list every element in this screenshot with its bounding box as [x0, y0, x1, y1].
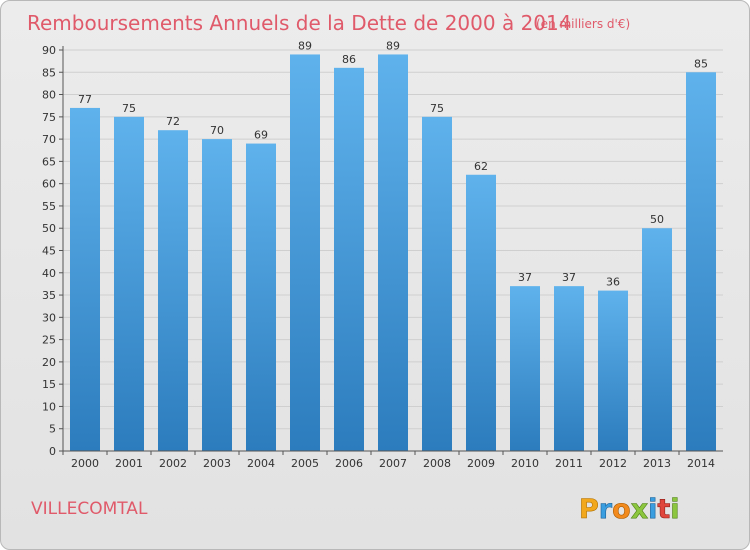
x-tick-label-2008: 2008	[423, 457, 451, 470]
bar-2001	[114, 116, 144, 451]
x-tick-label-2003: 2003	[203, 457, 231, 470]
y-tick-label: 35	[42, 289, 56, 302]
x-tick-label-2012: 2012	[599, 457, 627, 470]
x-tick-label-2011: 2011	[555, 457, 583, 470]
x-tick-label-2010: 2010	[511, 457, 539, 470]
value-label-2003: 70	[210, 124, 224, 137]
value-label-2007: 89	[386, 39, 400, 52]
value-label-2011: 37	[562, 271, 576, 284]
x-tick-label-2014: 2014	[687, 457, 715, 470]
y-tick-label: 15	[42, 378, 56, 391]
y-tick-label: 60	[42, 178, 56, 191]
value-label-2009: 62	[474, 160, 488, 173]
y-tick-label: 85	[42, 66, 56, 79]
y-tick-label: 70	[42, 133, 56, 146]
value-label-2014: 85	[694, 57, 708, 70]
bar-2004	[246, 143, 276, 452]
x-tick-label-2001: 2001	[115, 457, 143, 470]
x-tick-label-2005: 2005	[291, 457, 319, 470]
y-tick-label: 10	[42, 400, 56, 413]
y-tick-label: 20	[42, 356, 56, 369]
bar-2007	[378, 54, 408, 451]
bar-2005	[290, 54, 320, 451]
y-tick-label: 5	[49, 423, 56, 436]
value-label-2004: 69	[254, 129, 268, 142]
bar-2002	[158, 130, 188, 451]
bar-2009	[466, 174, 496, 451]
bar-2000	[70, 107, 100, 451]
y-tick-label: 75	[42, 111, 56, 124]
commune-name: VILLECOMTAL	[31, 499, 148, 519]
bar-2014	[686, 72, 716, 452]
axes: 0 5 10 15 20 25 30 35 40 45 50 55 60 65 70 75 80 85 90 2000…	[42, 44, 723, 470]
bar-2013	[642, 228, 672, 451]
y-tick-label: 80	[42, 89, 56, 102]
proxiti-logo-text: Proxiti	[579, 494, 680, 525]
value-label-2000: 77	[78, 93, 92, 106]
y-tick-label: 50	[42, 222, 56, 235]
x-tick-label-2004: 2004	[247, 457, 275, 470]
y-tick-label: 55	[42, 200, 56, 213]
y-tick-label: 65	[42, 155, 56, 168]
value-labels: 77 75 72 70 69 89 86 89 75 62 37 37 36 50 85	[78, 39, 708, 288]
y-tick-label: 0	[49, 445, 56, 458]
proxiti-logo: Proxiti	[579, 494, 680, 526]
x-tick-label-2006: 2006	[335, 457, 363, 470]
value-label-2006: 86	[342, 53, 356, 66]
bar-2003	[202, 139, 232, 451]
value-label-2008: 75	[430, 102, 444, 115]
value-label-2012: 36	[606, 276, 620, 289]
x-tick-label-2000: 2000	[71, 457, 99, 470]
bar-2006	[334, 67, 364, 452]
value-label-2013: 50	[650, 213, 664, 226]
value-label-2001: 75	[122, 102, 136, 115]
y-tick-label: 30	[42, 311, 56, 324]
value-label-2002: 72	[166, 115, 180, 128]
bar-2011	[554, 286, 584, 451]
bar-2012	[598, 290, 628, 451]
x-tick-label-2013: 2013	[643, 457, 671, 470]
bar-2008	[422, 116, 452, 451]
x-tick-label-2009: 2009	[467, 457, 495, 470]
y-tick-label: 45	[42, 245, 56, 258]
y-tick-label: 90	[42, 44, 56, 57]
value-label-2005: 89	[298, 39, 312, 52]
chart-title: Remboursements Annuels de la Dette de 20…	[27, 11, 571, 35]
bar-2010	[510, 286, 540, 451]
y-tick-label: 40	[42, 267, 56, 280]
y-tick-label: 25	[42, 334, 56, 347]
value-label-2010: 37	[518, 271, 532, 284]
chart-unit: (en milliers d'€)	[536, 17, 630, 31]
x-tick-label-2007: 2007	[379, 457, 407, 470]
x-tick-label-2002: 2002	[159, 457, 187, 470]
bars	[70, 54, 716, 452]
